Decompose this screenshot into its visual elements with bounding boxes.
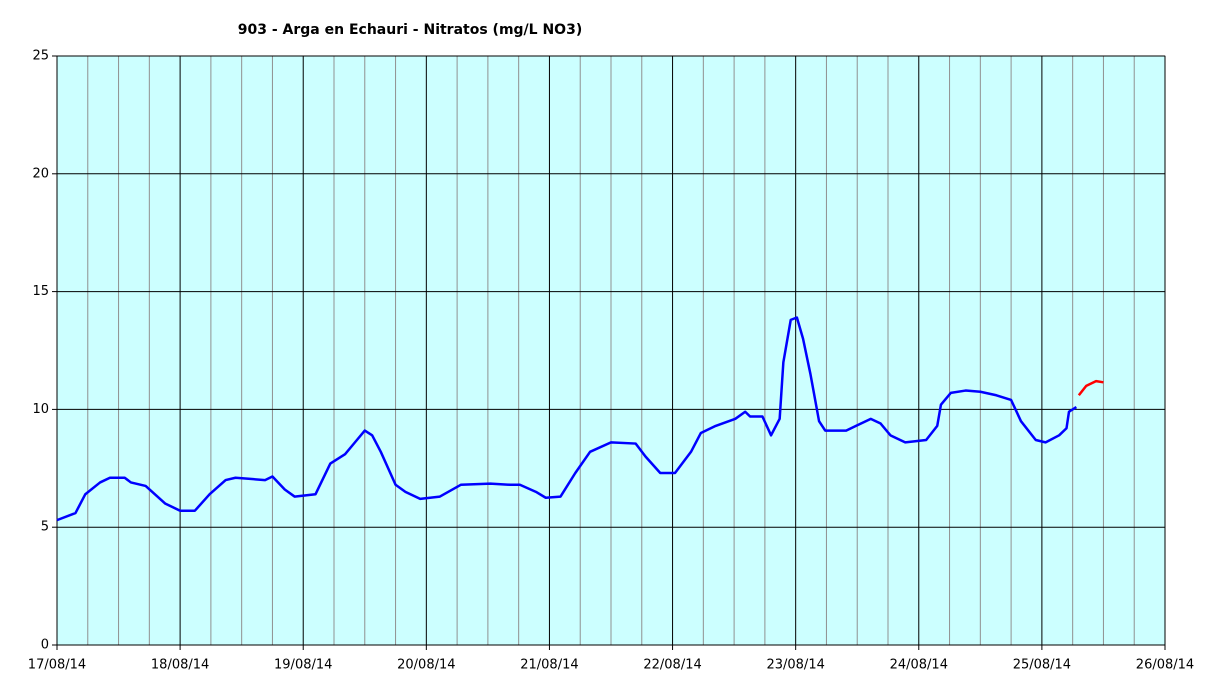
y-tick-label: 20 xyxy=(32,166,49,181)
x-tick-label: 20/08/14 xyxy=(397,658,455,673)
chart-title: 903 - Arga en Echauri - Nitratos (mg/L N… xyxy=(238,22,582,38)
y-tick-label: 5 xyxy=(41,520,49,535)
x-tick-label: 23/08/14 xyxy=(766,658,824,673)
x-tick-label: 18/08/14 xyxy=(151,658,209,673)
x-tick-label: 26/08/14 xyxy=(1136,658,1194,673)
x-tick-label: 19/08/14 xyxy=(274,658,332,673)
x-tick-label: 22/08/14 xyxy=(643,658,701,673)
x-tick-label: 24/08/14 xyxy=(890,658,948,673)
x-tick-label: 17/08/14 xyxy=(28,658,86,673)
data-line xyxy=(56,316,1078,522)
y-tick-label: 25 xyxy=(32,49,49,64)
x-tick-label: 25/08/14 xyxy=(1013,658,1071,673)
data-line xyxy=(1077,379,1104,397)
y-tick-label: 10 xyxy=(32,402,49,417)
y-tick-label: 0 xyxy=(41,638,49,653)
x-tick-label: 21/08/14 xyxy=(520,658,578,673)
y-tick-label: 15 xyxy=(32,284,49,299)
